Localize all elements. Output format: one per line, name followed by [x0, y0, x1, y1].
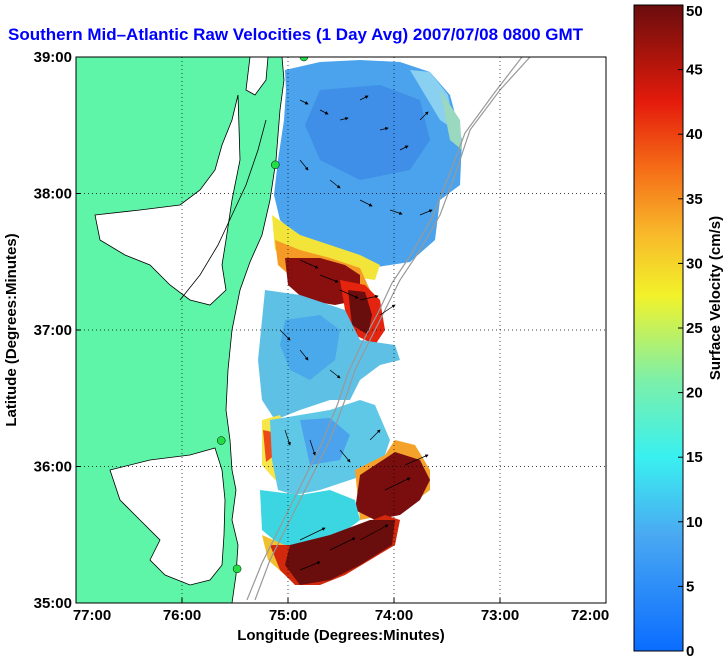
- y-tick-labels: 39:00 38:00 37:00 36:00 35:00: [34, 49, 81, 612]
- x-tick-label: 72:00: [571, 607, 609, 624]
- x-axis-label: Longitude (Degrees:Minutes): [237, 627, 445, 644]
- station-marker: [232, 564, 242, 574]
- albemarle-sound: [109, 447, 226, 586]
- colorbar: [633, 4, 684, 652]
- x-tick-label: 77:00: [73, 607, 111, 624]
- x-tick-labels: 77:00 76:00 75:00 74:00 73:00 72:00: [73, 598, 609, 624]
- station-marker: [271, 160, 280, 170]
- colorbar-tick-label: 50: [686, 3, 703, 20]
- y-tick-label: 39:00: [34, 49, 72, 66]
- y-tick-label: 35:00: [34, 595, 72, 612]
- colorbar-tick-label: 10: [686, 514, 703, 531]
- y-tick-label: 38:00: [34, 186, 72, 203]
- vector-arrows: [279, 95, 433, 571]
- colorbar-tick-label: 15: [686, 449, 703, 466]
- y-tick-label: 37:00: [34, 322, 72, 339]
- delmarva-coast: [179, 119, 267, 301]
- grid-lines: [76, 57, 606, 603]
- colorbar-tick-label: 45: [686, 62, 703, 79]
- colorbar-tick-label: 25: [686, 320, 703, 337]
- colorbar-tick-label: 35: [686, 191, 703, 208]
- station-markers: [216, 57, 309, 574]
- colorbar-label: Surface Velocity (cm/s): [707, 216, 724, 380]
- bathymetry-contours: [246, 57, 531, 601]
- colorbar-tick-label: 40: [686, 126, 703, 143]
- station-marker: [299, 57, 309, 62]
- colorbar-tick-label: 20: [686, 385, 703, 402]
- chart-title: Southern Mid–Atlantic Raw Velocities (1 …: [8, 25, 584, 44]
- delaware-bay: [245, 57, 269, 96]
- chesapeake-bay: [94, 94, 241, 306]
- x-tick-label: 73:00: [481, 607, 519, 624]
- station-marker: [216, 436, 226, 445]
- x-tick-label: 74:00: [375, 607, 413, 624]
- y-axis-label: Latitude (Degrees:Minutes): [3, 233, 20, 426]
- x-tick-label: 75:00: [269, 607, 307, 624]
- colorbar-tick-label: 5: [686, 578, 694, 595]
- colorbar-tick-label: 0: [686, 643, 694, 659]
- colorbar-tick-label: 30: [686, 255, 703, 272]
- velocity-field: [258, 60, 462, 585]
- y-tick-label: 36:00: [34, 459, 72, 476]
- x-tick-label: 76:00: [163, 607, 201, 624]
